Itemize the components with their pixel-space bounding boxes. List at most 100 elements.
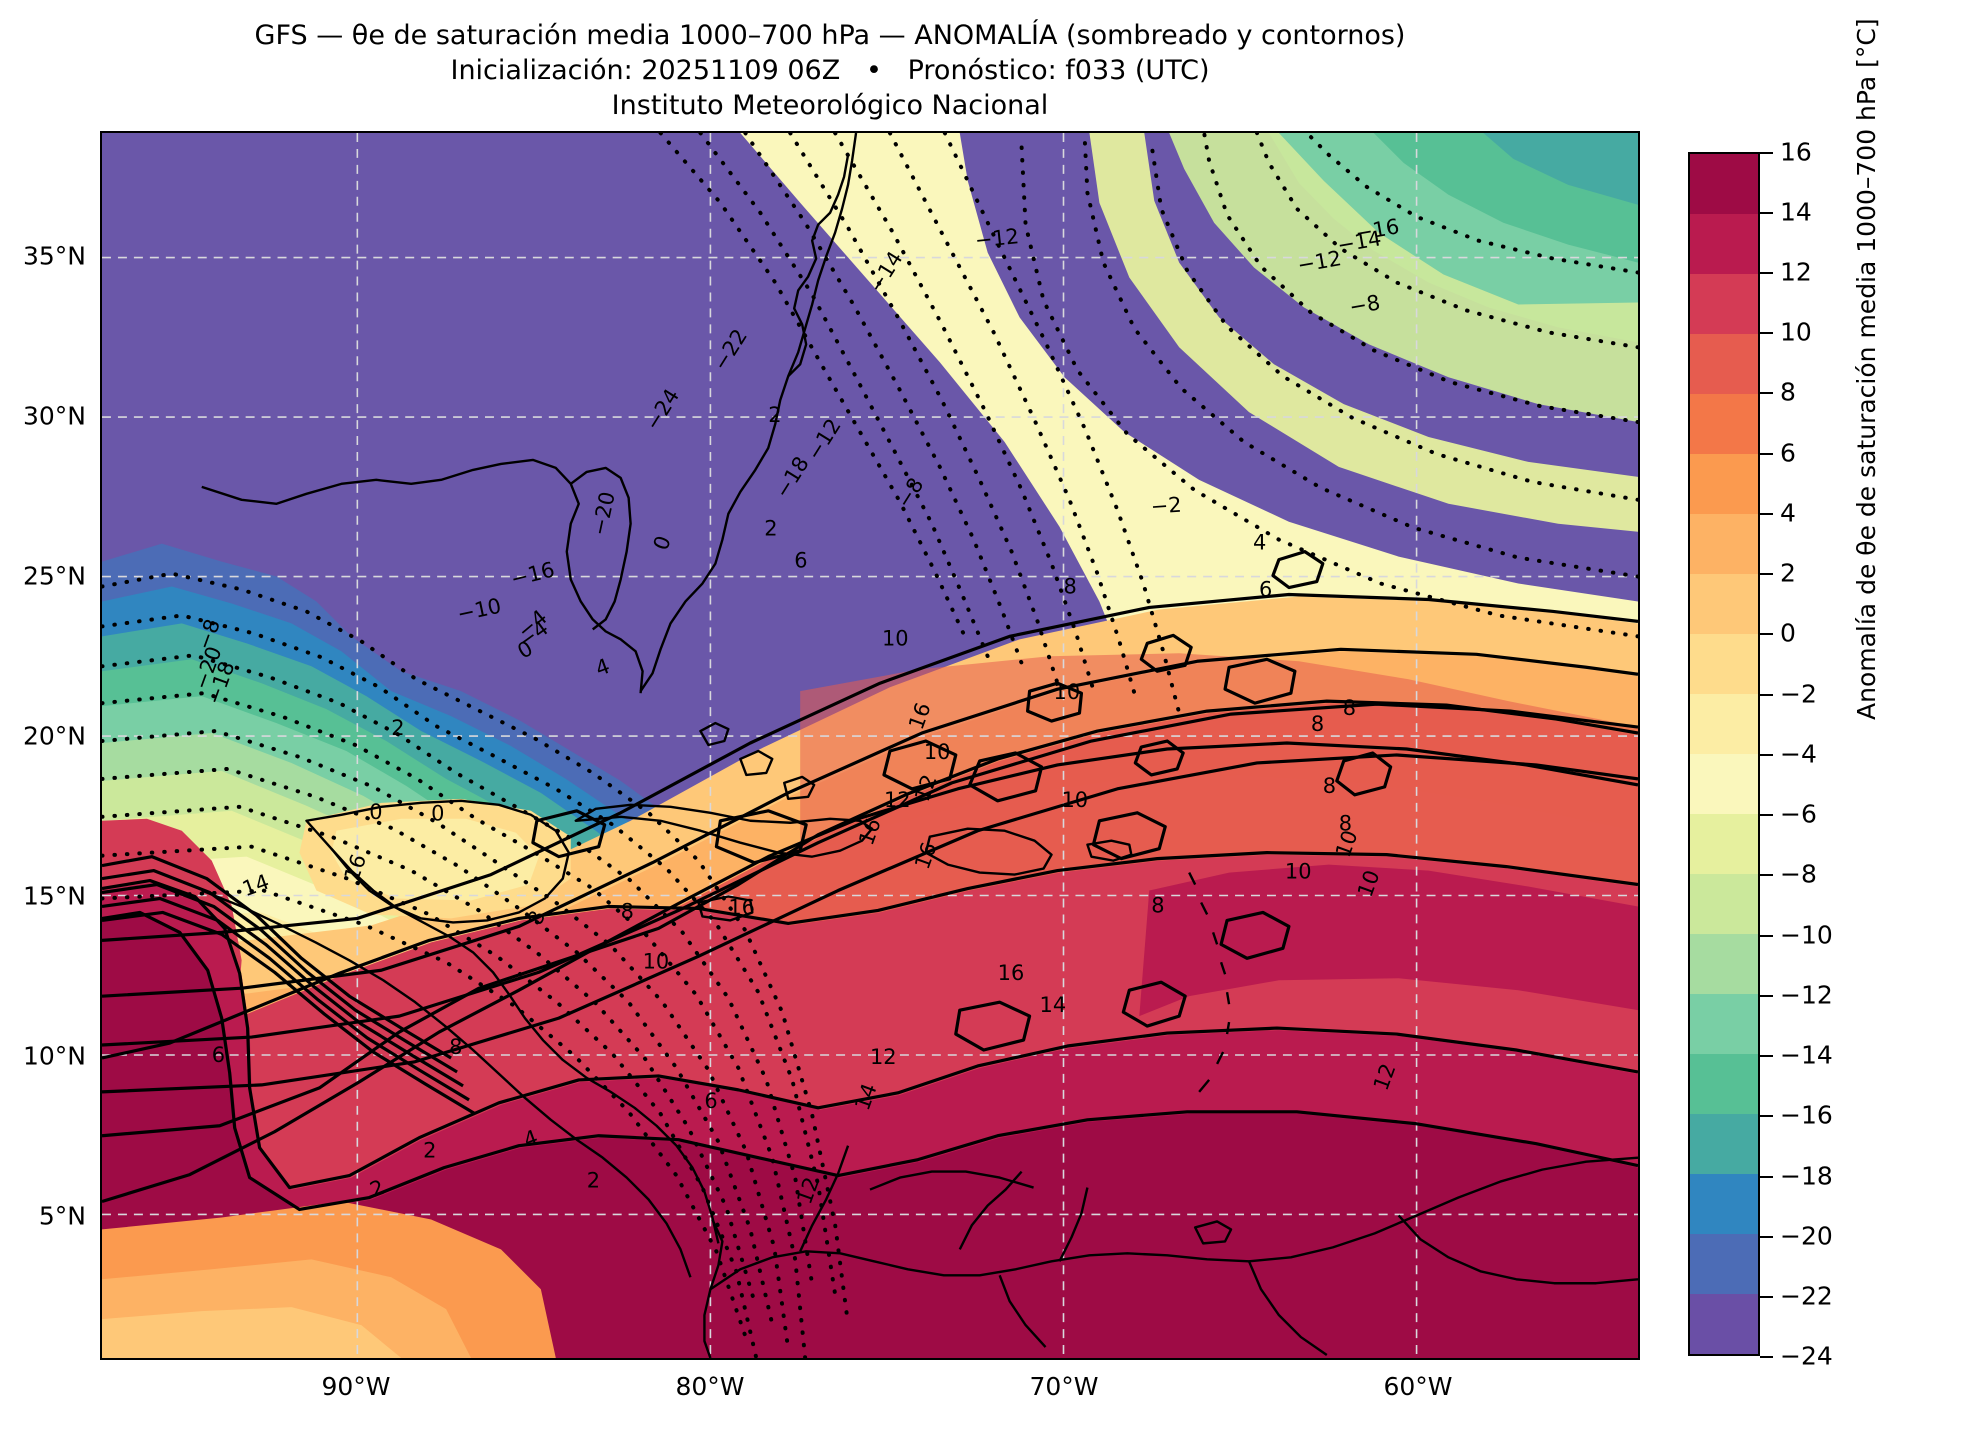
colorbar-tick [1760,573,1773,576]
colorbar-segment [1690,154,1758,214]
svg-text:8: 8 [1151,893,1164,917]
colorbar-tick-label: −4 [1780,739,1817,769]
colorbar-segment [1690,994,1758,1054]
map-gridlines [102,133,1638,1358]
colorbar-tick-label: −10 [1780,920,1833,950]
colorbar-tick [1760,513,1773,516]
colorbar-tick [1760,1356,1773,1359]
anomaly-field-svg: −24 −22 −18 −14 −12 −12 −8 −2 −12 −14 −1… [102,133,1638,1358]
svg-text:8: 8 [449,1035,462,1059]
colorbar-segment [1690,874,1758,934]
svg-text:2: 2 [587,1169,600,1193]
colorbar-tick [1760,392,1773,395]
svg-text:8: 8 [1323,774,1336,798]
colorbar-tick [1760,694,1773,697]
svg-text:10: 10 [882,626,909,650]
x-tick-label: 80°W [675,1372,745,1401]
svg-text:16: 16 [998,961,1025,985]
y-tick-label: 15°N [22,881,86,911]
svg-text:4: 4 [1253,531,1266,555]
colorbar-tick-label: −20 [1780,1221,1833,1251]
colorbar-tick-label: −6 [1780,799,1817,829]
colorbar-tick [1760,1055,1773,1058]
map-plot-area[interactable]: −24 −22 −18 −14 −12 −12 −8 −2 −12 −14 −1… [100,131,1640,1360]
colorbar-segment [1690,694,1758,754]
positive-contours [102,550,1638,1212]
y-tick-label: 35°N [22,241,86,271]
figure-title-line-2: Inicialización: 20251109 06Z • Pronóstic… [450,55,1210,87]
colorbar-tick [1760,212,1773,215]
colorbar-segment [1690,1114,1758,1174]
svg-text:12: 12 [870,1045,897,1069]
svg-text:6: 6 [1259,577,1272,601]
svg-text:6: 6 [212,1043,225,1067]
colorbar-tick-label: 8 [1780,377,1796,407]
svg-text:2: 2 [423,1139,436,1163]
colorbar-tick [1760,152,1773,155]
colorbar-tick [1760,754,1773,757]
colorbar-tick-label: −16 [1780,1100,1833,1130]
colorbar-tick [1760,1115,1773,1118]
x-tick-label: 70°W [1029,1372,1099,1401]
svg-text:6: 6 [794,549,807,573]
colorbar-segment [1690,634,1758,694]
colorbar-tick-label: 2 [1780,558,1796,588]
svg-text:10: 10 [1285,860,1312,884]
colorbar-tick [1760,1296,1773,1299]
colorbar-segment [1690,214,1758,274]
y-tick-label: 25°N [22,561,86,591]
colorbar-tick [1760,814,1773,817]
colorbar-segment [1690,934,1758,994]
colorbar-tick-label: 16 [1780,137,1812,167]
svg-text:10: 10 [1062,788,1089,812]
svg-text:−12: −12 [974,224,1020,252]
colorbar-tick [1760,272,1773,275]
svg-text:14: 14 [1040,993,1067,1017]
colorbar-tick-label: −8 [1780,859,1817,889]
colorbar-segment [1690,334,1758,394]
colorbar-segment [1690,274,1758,334]
colorbar-segment [1690,454,1758,514]
colorbar-tick-label: −18 [1780,1161,1833,1191]
svg-text:2: 2 [391,716,404,740]
colorbar-tick [1760,995,1773,998]
colorbar-tick-label: 12 [1780,257,1812,287]
colorbar-tick-label: 0 [1780,618,1796,648]
colorbar-tick [1760,935,1773,938]
colorbar[interactable] [1688,152,1760,1356]
colorbar-segment [1690,1294,1758,1354]
colorbar-tick-label: −2 [1780,679,1817,709]
svg-text:2: 2 [764,517,777,541]
colorbar-tick [1760,1176,1773,1179]
svg-text:2: 2 [768,403,781,427]
svg-text:8: 8 [621,899,634,923]
colorbar-segment [1690,394,1758,454]
figure-title-block: GFS — θe de saturación media 1000–700 hP… [0,18,1660,123]
colorbar-tick-label: −24 [1780,1341,1833,1371]
colorbar-tick [1760,1236,1773,1239]
svg-text:8: 8 [1343,696,1356,720]
colorbar-segment [1690,754,1758,814]
colorbar-segment [1690,1054,1758,1114]
svg-text:12: 12 [884,788,911,812]
svg-text:10: 10 [643,949,670,973]
y-tick-label: 10°N [22,1041,86,1071]
figure-title-line-1: GFS — θe de saturación media 1000–700 hP… [254,20,1406,51]
colorbar-segment [1690,514,1758,574]
svg-text:8: 8 [1311,712,1324,736]
colorbar-tick-label: 6 [1780,438,1796,468]
svg-text:−8: −8 [1347,290,1382,319]
svg-text:0: 0 [369,800,382,824]
colorbar-tick-label: 4 [1780,498,1796,528]
colorbar-tick-label: −22 [1780,1281,1833,1311]
coastlines [201,133,1638,1358]
y-tick-label: 5°N [38,1201,86,1231]
svg-text:10: 10 [924,740,951,764]
x-tick-label: 90°W [321,1372,391,1401]
colorbar-tick-label: −14 [1780,1040,1833,1070]
figure-title-line-3: Instituto Meteorológico Nacional [611,90,1049,122]
colorbar-axis-title: Anomalía de θe de saturación media 1000–… [1852,18,1881,720]
svg-text:10: 10 [1054,680,1081,704]
y-tick-label: 20°N [22,721,86,751]
